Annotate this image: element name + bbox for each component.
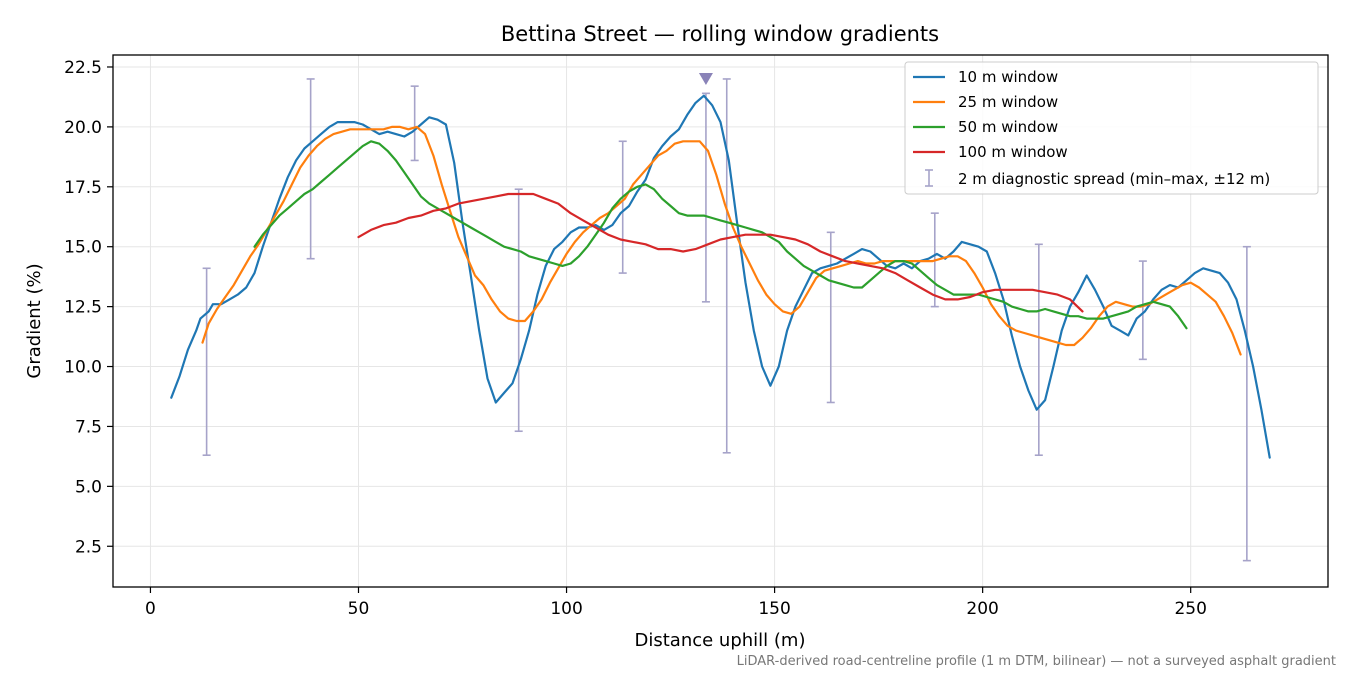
- spread-bar: [1242, 245, 1251, 562]
- y-tick-label: 7.5: [75, 417, 102, 437]
- x-tick-label: 0: [145, 599, 156, 619]
- x-tick-label: 50: [348, 599, 370, 619]
- spread-bar: [618, 140, 627, 274]
- spread-bar: [202, 267, 211, 456]
- chart-title: Bettina Street — rolling window gradient…: [501, 22, 939, 46]
- spread-bar: [722, 78, 731, 454]
- y-axis-ticks: 2.5 5.0 7.5 10.0 12.5 15.0 17.5 20.0 22.5: [64, 58, 113, 557]
- x-axis-ticks: 0 50 100 150 200 250: [145, 587, 1207, 619]
- y-tick-label: 17.5: [64, 178, 102, 198]
- y-tick-label: 5.0: [75, 477, 102, 497]
- y-tick-label: 10.0: [64, 358, 102, 378]
- x-axis-label: Distance uphill (m): [635, 630, 806, 651]
- legend-frame: [904, 61, 1319, 195]
- spread-bar: [514, 188, 523, 433]
- legend-label-spread: 2 m diagnostic spread (min–max, ±12 m): [958, 170, 1270, 188]
- spread-bar: [701, 92, 710, 303]
- legend-label-100m: 100 m window: [958, 143, 1068, 161]
- series-lines: [170, 94, 1271, 459]
- spread-bar: [306, 78, 315, 260]
- diagnostic-spread-bars: [202, 78, 1251, 562]
- y-axis-label: Gradient (%): [24, 263, 45, 378]
- x-tick-label: 200: [966, 599, 998, 619]
- x-tick-label: 150: [758, 599, 790, 619]
- x-tick-label: 250: [1174, 599, 1206, 619]
- series-50m-line: [253, 140, 1188, 330]
- y-tick-label: 2.5: [75, 537, 102, 557]
- peak-marker: [698, 72, 713, 85]
- y-tick-label: 20.0: [64, 118, 102, 138]
- legend-label-50m: 50 m window: [958, 118, 1058, 136]
- y-tick-label: 12.5: [64, 298, 102, 318]
- spread-bar: [826, 231, 835, 404]
- series-100m-line: [357, 192, 1084, 313]
- series-10m-line: [170, 94, 1271, 459]
- spread-bar: [410, 85, 419, 162]
- y-tick-label: 15.0: [64, 238, 102, 258]
- legend: 10 m window 25 m window 50 m window 100 …: [904, 61, 1319, 195]
- footnote: LiDAR-derived road-centreline profile (1…: [737, 654, 1336, 669]
- legend-label-10m: 10 m window: [958, 68, 1058, 86]
- y-tick-label: 22.5: [64, 58, 102, 78]
- peak-markers: [698, 72, 713, 85]
- x-tick-label: 100: [550, 599, 582, 619]
- plot-frame: [112, 54, 1329, 588]
- spread-bar: [1034, 243, 1043, 456]
- legend-swatch-spread: [925, 169, 933, 187]
- spread-bar: [1138, 260, 1147, 361]
- legend-label-25m: 25 m window: [958, 93, 1058, 111]
- series-25m-line: [201, 125, 1242, 356]
